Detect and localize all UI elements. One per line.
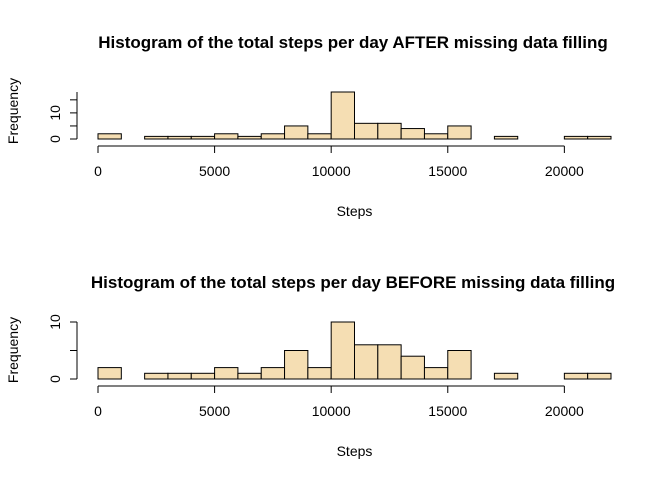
- histogram-bar: [587, 372, 612, 380]
- histogram-bar: [97, 133, 122, 140]
- histogram-bar: [377, 122, 402, 140]
- chart-panel-0: Histogram of the total steps per day AFT…: [5, 33, 612, 219]
- histogram-bar: [563, 135, 589, 140]
- histogram-bar: [97, 367, 122, 380]
- histogram-bar: [563, 372, 589, 380]
- histogram-bar: [214, 367, 239, 380]
- x-tick-label: 0: [94, 403, 102, 419]
- x-tick-label: 0: [94, 163, 102, 179]
- histogram-bar: [284, 125, 309, 140]
- chart-title: Histogram of the total steps per day AFT…: [98, 33, 607, 52]
- y-tick-label: 10: [47, 314, 63, 330]
- histogram-bar: [377, 344, 402, 380]
- x-tick-label: 15000: [428, 403, 467, 419]
- y-tick-label: 10: [47, 105, 63, 121]
- histogram-bar: [144, 372, 169, 380]
- histogram-bar: [447, 125, 472, 140]
- x-tick-label: 20000: [545, 163, 584, 179]
- x-tick-label: 15000: [428, 163, 467, 179]
- histogram-bar: [447, 350, 472, 380]
- x-axis-label: Steps: [337, 203, 373, 219]
- histogram-bar: [493, 372, 519, 380]
- histogram-bar: [423, 367, 449, 380]
- histogram-bar: [587, 135, 612, 140]
- histogram-bar: [307, 367, 332, 380]
- x-tick-label: 5000: [199, 403, 230, 419]
- chart-title-part: Histogram of the total steps per day: [91, 273, 386, 292]
- histogram-bar: [400, 355, 425, 380]
- histogram-bar: [260, 133, 286, 140]
- chart-title-part: BEFORE: [386, 273, 457, 292]
- histogram-bar: [237, 372, 262, 380]
- histogram-bar: [144, 135, 169, 140]
- histogram-bar: [423, 133, 449, 140]
- histogram-bar: [190, 135, 216, 140]
- chart-title: Histogram of the total steps per day BEF…: [91, 273, 615, 292]
- x-tick-label: 10000: [312, 163, 351, 179]
- histogram-bar: [330, 91, 356, 140]
- chart-title-part: Histogram of the total steps per day: [98, 33, 392, 52]
- histogram-bar: [237, 135, 262, 140]
- y-tick-label: 0: [47, 135, 63, 143]
- histogram-bar: [330, 321, 356, 380]
- histogram-bar: [400, 128, 425, 140]
- histogram-bar: [307, 133, 332, 140]
- y-axis-label: Frequency: [5, 317, 21, 383]
- x-tick-label: 10000: [312, 403, 351, 419]
- histogram-bar: [284, 350, 309, 380]
- chart-title-part: missing data filling: [456, 273, 615, 292]
- y-axis-label: Frequency: [5, 78, 21, 144]
- x-tick-label: 20000: [545, 403, 584, 419]
- x-tick-label: 5000: [199, 163, 230, 179]
- histogram-bar: [190, 372, 216, 380]
- chart-title-part: AFTER: [392, 33, 449, 52]
- histogram-bar: [260, 367, 286, 380]
- histogram-bar: [167, 372, 192, 380]
- histogram-bar: [214, 133, 239, 140]
- histogram-bar: [354, 122, 379, 140]
- histogram-bar: [493, 135, 519, 140]
- x-axis-label: Steps: [337, 443, 373, 459]
- chart-panel-1: Histogram of the total steps per day BEF…: [5, 273, 615, 459]
- y-tick-label: 0: [47, 375, 63, 383]
- histogram-bar: [167, 135, 192, 140]
- chart-title-part: missing data filling: [449, 33, 608, 52]
- histogram-bar: [354, 344, 379, 380]
